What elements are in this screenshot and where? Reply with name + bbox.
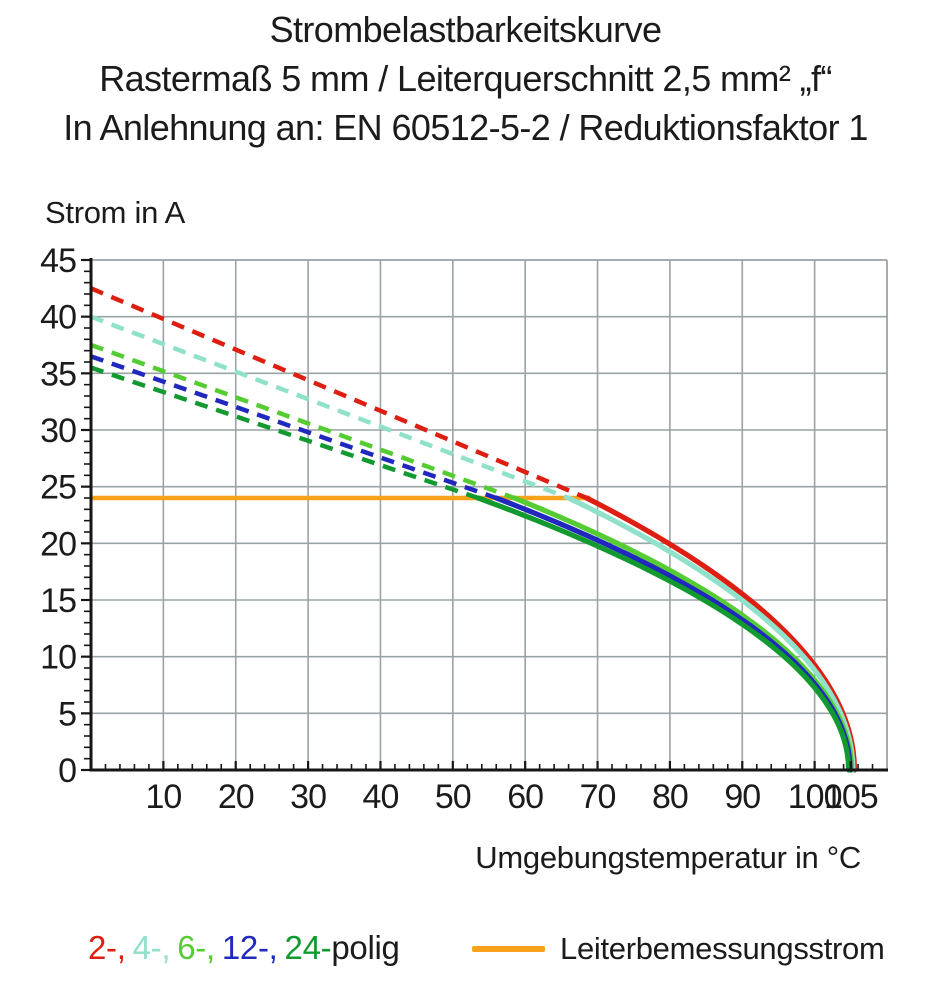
y-tick-label: 30 [40, 412, 76, 450]
x-tick-label: 60 [507, 778, 543, 816]
x-tick-label: 90 [724, 778, 760, 816]
x-tick-label: 70 [580, 778, 616, 816]
chart-title-block: Strombelastbarkeitskurve Rastermaß 5 mm … [0, 5, 931, 152]
chart-title-line3: In Anlehnung an: EN 60512-5-2 / Reduktio… [63, 107, 868, 148]
x-axis-title: Umgebungstemperatur in °C [475, 840, 861, 875]
legend-pole-item: 6-, [177, 929, 215, 966]
x-tick-label: 80 [652, 778, 688, 816]
y-tick-label: 10 [40, 639, 76, 677]
legend-pole-item: 12-, [221, 929, 278, 966]
legend-pole-counts: 2-, 4-, 6-, 12-, 24-polig [88, 929, 400, 967]
y-tick-label: 0 [58, 752, 76, 790]
series-solid-24-polig [475, 495, 852, 773]
series-dashed-12-polig [90, 354, 497, 501]
y-tick-label: 25 [40, 469, 76, 507]
y-tick-label: 45 [40, 242, 76, 280]
series-solid-2-polig [584, 495, 858, 773]
x-tick-label: 100 [788, 778, 842, 816]
y-tick-label: 35 [40, 355, 76, 393]
legend-pole-item: 24- [284, 929, 332, 966]
x-tick-label: 20 [218, 778, 254, 816]
series-dashed-4-polig [90, 314, 570, 501]
x-tick-label: 10 [145, 778, 181, 816]
y-tick-label: 20 [40, 525, 76, 563]
y-tick-label: 5 [58, 695, 76, 733]
series-solid-6-polig [511, 495, 855, 773]
series-dashed-2-polig [90, 286, 588, 501]
y-tick-label: 15 [40, 582, 76, 620]
legend-pole-item: 2-, [88, 929, 126, 966]
legend-rated-current: Leiterbemessungsstrom [472, 929, 885, 969]
rated-current-label: Leiterbemessungsstrom [560, 931, 885, 966]
y-axis-title: Strom in A [45, 195, 185, 230]
series-solid-12-polig [493, 495, 853, 773]
x-tick-label: 40 [363, 778, 399, 816]
x-tick-label: 105 [824, 778, 878, 816]
y-tick-label: 40 [40, 299, 76, 337]
x-tick-label: 50 [435, 778, 471, 816]
legend-pole-suffix: polig [331, 929, 400, 966]
chart-title-line2: Rastermaß 5 mm / Leiterquerschnitt 2,5 m… [99, 58, 832, 99]
series-dashed-6-polig [90, 342, 516, 501]
rated-current-line-swatch [472, 946, 545, 952]
chart-title-line1: Strombelastbarkeitskurve [269, 9, 662, 50]
legend-pole-item: 4-, [132, 929, 171, 966]
series-dashed-24-polig [90, 365, 479, 501]
x-tick-label: 30 [290, 778, 326, 816]
series-solid-4-polig [566, 495, 856, 773]
